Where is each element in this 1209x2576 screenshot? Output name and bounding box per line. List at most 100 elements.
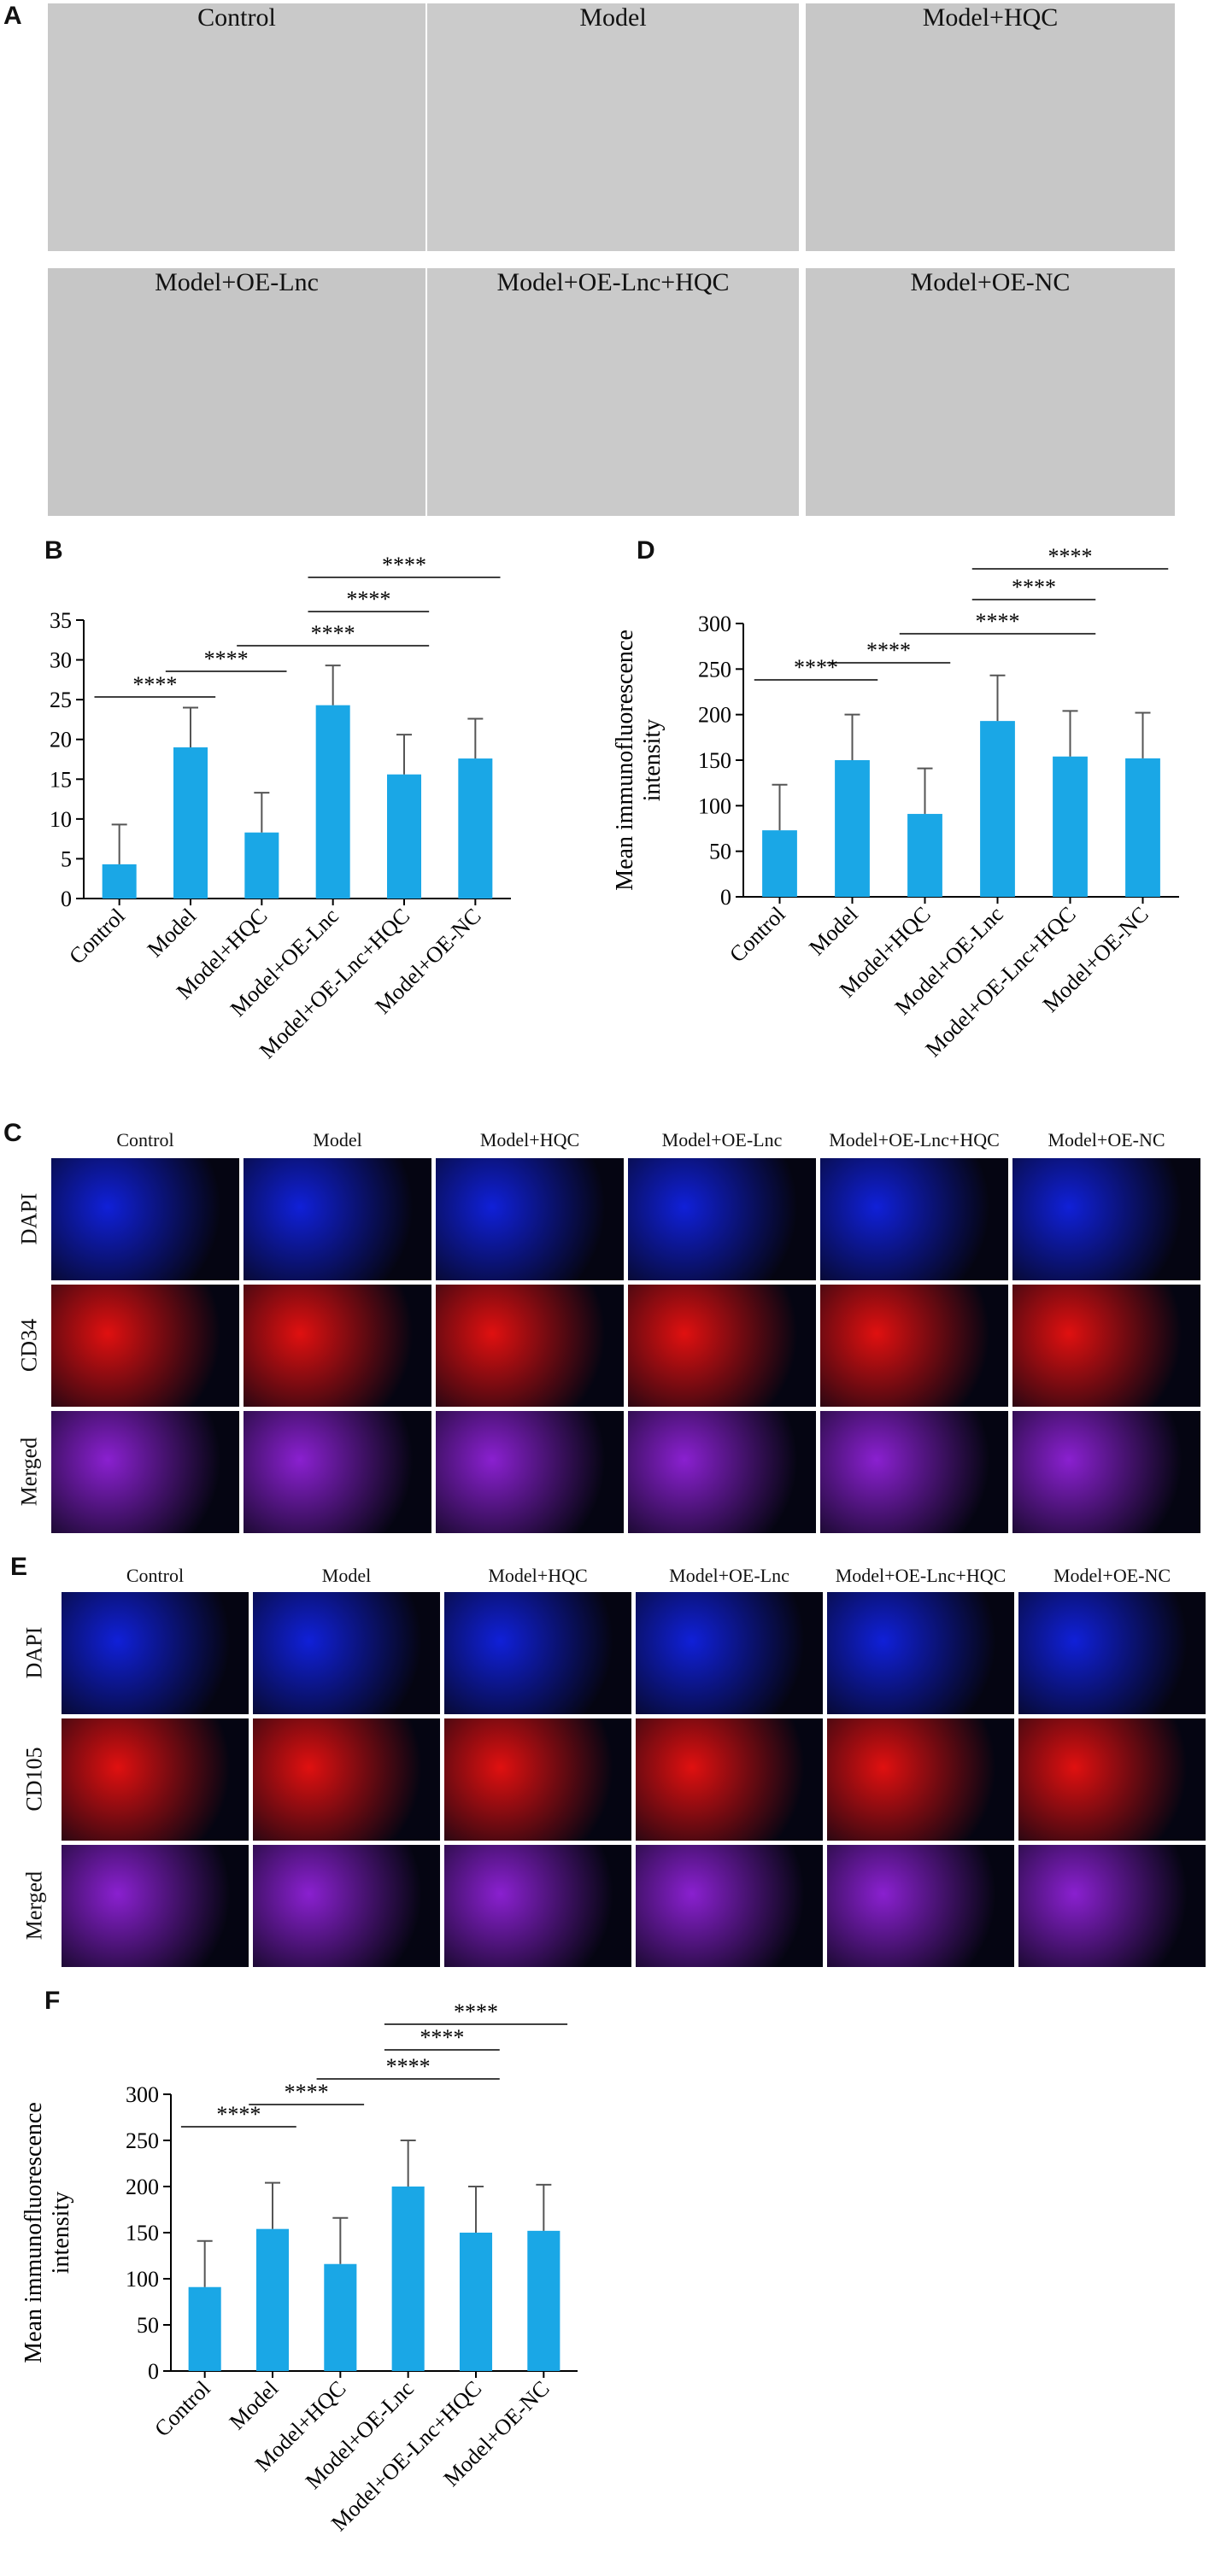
y-tick-label: 250 [698,657,731,682]
fluorescence-image [62,1845,249,1967]
fluorescence-image [51,1158,239,1280]
bar [315,705,350,899]
bar [835,760,870,897]
bar [1053,756,1088,897]
row-label: Merged [16,1437,41,1506]
significance-label: **** [346,587,390,612]
fluorescence-image [628,1158,816,1280]
bar [527,2230,560,2371]
column-label: Model+OE-NC [1048,1129,1165,1150]
bar [907,813,942,897]
column-label: Model+OE-Lnc+HQC [829,1129,1000,1150]
x-tick-label: Control [64,904,130,969]
fluorescence-image [628,1411,816,1533]
fluorescence-image [253,1845,440,1967]
bar [244,832,279,899]
y-tick-label: 300 [126,2082,159,2107]
bar [391,2187,425,2371]
micrograph-model-oe-lnc-hqc: Model+OE-Lnc+HQC [427,268,799,516]
significance-label: **** [311,621,355,646]
y-tick-label: 5 [61,846,72,871]
bar [1125,758,1160,897]
fluorescence-image [636,1845,823,1967]
micrograph-label: Model+OE-NC [910,268,1071,296]
significance-label: **** [382,553,426,577]
column-label: Model [321,1565,372,1586]
fluorescence-image [436,1158,624,1280]
y-tick-label: 0 [720,885,731,910]
bar [324,2263,357,2371]
fluorescence-image [820,1285,1008,1407]
y-tick-label: 150 [698,748,731,773]
row-label: DAPI [16,1192,41,1244]
fluorescence-image [820,1158,1008,1280]
micrograph-label: Model+OE-Lnc+HQC [496,268,730,296]
micrograph-control: Control [48,3,425,251]
y-tick-label: 15 [50,767,72,792]
significance-label: **** [866,638,911,663]
bar [459,2233,493,2371]
panel-label-b: B [44,536,63,565]
fluorescence-image [820,1411,1008,1533]
fluorescence-image [436,1411,624,1533]
x-tick-label: Model [225,2376,284,2435]
y-tick-label: 0 [148,2359,159,2384]
significance-label: **** [976,609,1020,634]
y-tick-label: 35 [50,608,72,633]
fluorescence-image [636,1592,823,1714]
y-tick-label: 50 [137,2313,159,2338]
fluorescence-image [51,1411,239,1533]
fluorescence-image [628,1285,816,1407]
fluorescence-image [1012,1158,1200,1280]
fluorescence-image [244,1158,431,1280]
significance-label: **** [285,2080,329,2105]
y-tick-label: 300 [698,612,731,636]
significance-label: **** [794,655,838,680]
micrograph-label: Control [197,3,276,32]
bar [980,721,1015,897]
x-tick-label: Model [143,904,202,963]
bar [387,774,421,899]
significance-label: **** [454,1999,498,2024]
fluorescence-image [444,1845,631,1967]
fluorescence-image [51,1285,239,1407]
row-label: DAPI [21,1626,46,1678]
y-tick-label: 200 [698,703,731,728]
column-label: Model [313,1129,362,1150]
micrograph-label: Model+HQC [922,3,1059,32]
panel-label-c: C [3,1119,22,1147]
panel-label-a: A [3,2,22,30]
bar [458,758,493,899]
fluorescence-image [62,1592,249,1714]
column-label: Control [116,1129,174,1150]
y-tick-label: 30 [50,648,72,673]
column-label: Model+HQC [479,1129,580,1150]
row-label: Merged [21,1871,46,1940]
row-label: CD105 [21,1746,46,1812]
bar [102,864,137,899]
column-label: Model+OE-Lnc [661,1129,783,1150]
panel-label-f: F [44,1987,61,2015]
fluorescence-image [827,1845,1014,1967]
y-tick-label: 0 [61,887,72,911]
fluorescence-image [444,1592,631,1714]
row-label: CD34 [16,1318,41,1372]
x-tick-label: Control [725,902,790,968]
significance-label: **** [386,2054,431,2079]
micrograph-model-hqc: Model+HQC [806,3,1175,251]
micrograph-model: Model [427,3,799,251]
significance-label: **** [204,647,249,671]
fluorescence-image [1012,1411,1200,1533]
column-label: Model+OE-NC [1053,1565,1171,1586]
fluorescence-image [1018,1718,1206,1841]
y-axis-title: Mean immunofluorescence [612,629,638,891]
y-tick-label: 200 [126,2175,159,2199]
bar [255,2228,290,2371]
fluorescence-image [244,1285,431,1407]
fluorescence-image [444,1718,631,1841]
y-tick-label: 10 [50,807,72,832]
fluorescence-image [62,1718,249,1841]
panel-label-d: D [637,536,655,565]
